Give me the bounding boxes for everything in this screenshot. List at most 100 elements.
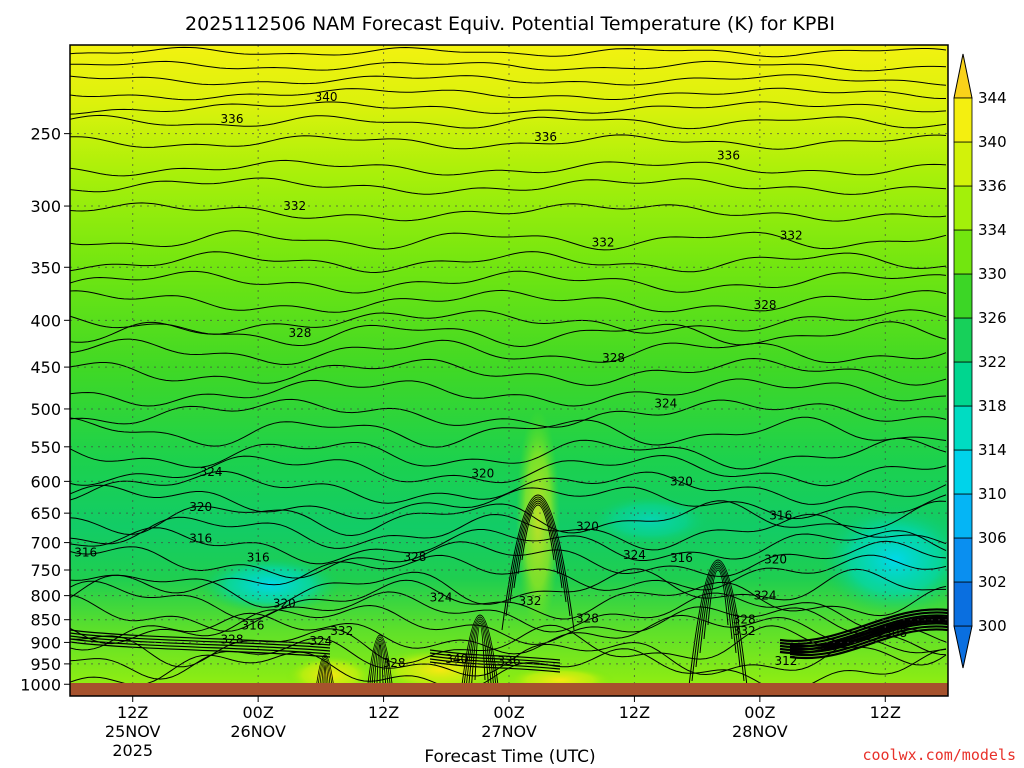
plume-contour bbox=[707, 569, 729, 626]
x-tick-label: 12Z bbox=[870, 703, 901, 722]
contour-value-label: 332 bbox=[330, 624, 353, 638]
plume-contour bbox=[501, 494, 575, 631]
contour-value-label: 324 bbox=[430, 591, 453, 605]
y-tick-label: 1000 bbox=[20, 675, 61, 694]
frontal-contour bbox=[429, 649, 561, 661]
contour-value-label: 324 bbox=[623, 548, 646, 562]
y-tick-label: 950 bbox=[30, 655, 61, 674]
contour-value-label: 328 bbox=[403, 550, 426, 564]
contour-value-label: 340 bbox=[445, 652, 468, 666]
credit-link[interactable]: coolwx.com/models bbox=[862, 746, 1016, 764]
frontal-contour bbox=[70, 641, 331, 658]
contour-line bbox=[70, 202, 947, 222]
contour-value-label: 332 bbox=[283, 199, 306, 213]
colorbar-swatch bbox=[953, 581, 973, 627]
contour-value-label: 324 bbox=[654, 396, 677, 410]
frontal-contour bbox=[779, 611, 948, 646]
colorbar-label: 344 bbox=[978, 89, 1007, 107]
contour-lines bbox=[70, 46, 948, 696]
colorbar: 300 302 306 310 314 318 322 326 330 334 336 340 344 bbox=[953, 53, 1007, 669]
contour-line bbox=[70, 527, 947, 565]
contour-line bbox=[70, 230, 947, 251]
contour-line bbox=[70, 378, 947, 407]
contour-line bbox=[70, 484, 947, 520]
x-tick-label: 28NOV bbox=[732, 722, 788, 741]
colorbar-swatch bbox=[953, 273, 973, 319]
gridlines bbox=[70, 45, 948, 683]
y-tick-label: 850 bbox=[30, 611, 61, 630]
plume-contour bbox=[467, 620, 493, 696]
colorbar-swatch bbox=[953, 537, 973, 583]
y-tick-label: 450 bbox=[30, 358, 61, 377]
colorbar-swatch bbox=[953, 141, 973, 187]
colorbar-label: 300 bbox=[978, 617, 1007, 635]
yellow-pocket-lower-center bbox=[370, 648, 510, 692]
contour-value-label: 336 bbox=[717, 148, 740, 162]
y-tick-label: 500 bbox=[30, 400, 61, 419]
contour-value-label: 316 bbox=[189, 532, 212, 546]
plume-contour bbox=[314, 654, 336, 696]
y-tick-label: 800 bbox=[30, 587, 61, 606]
colorbar-swatch bbox=[953, 449, 973, 495]
contour-line bbox=[70, 87, 946, 101]
x-tick-label: 12Z bbox=[117, 703, 148, 722]
colorbar-label: 310 bbox=[978, 485, 1007, 503]
contour-value-label: 320 bbox=[576, 519, 599, 533]
x-tick-label: 27NOV bbox=[481, 722, 537, 741]
colorbar-label: 340 bbox=[978, 133, 1007, 151]
plume-contour bbox=[509, 498, 567, 603]
contour-value-label: 328 bbox=[221, 632, 244, 646]
frontal-contour bbox=[429, 655, 561, 667]
contour-value-label: 324 bbox=[200, 465, 223, 479]
colorbar-label: 330 bbox=[978, 265, 1007, 283]
contour-line bbox=[70, 289, 947, 313]
colorbar-swatch bbox=[953, 405, 973, 451]
contour-value-label: 320 bbox=[670, 474, 693, 488]
colorbar-swatch bbox=[953, 97, 973, 143]
plume-contour bbox=[505, 496, 571, 617]
frontal-contour bbox=[70, 635, 331, 652]
contour-value-label: 316 bbox=[247, 551, 270, 565]
colorbar-swatch bbox=[953, 185, 973, 231]
colorbar-label: 302 bbox=[978, 573, 1007, 591]
contour-line bbox=[70, 454, 947, 487]
frontal-contour bbox=[70, 629, 331, 646]
cyan-pocket-right bbox=[820, 505, 948, 615]
contour-line bbox=[70, 500, 947, 537]
frontal-contour bbox=[789, 628, 948, 660]
contour-value-label: 308 bbox=[884, 626, 907, 640]
contour-line bbox=[70, 624, 947, 668]
contour-value-label: 320 bbox=[764, 552, 787, 566]
x-tick-label: 00Z bbox=[242, 703, 273, 722]
frontal-contour bbox=[789, 625, 948, 657]
cyan-pocket-center bbox=[590, 495, 710, 545]
x-tick-label: 12Z bbox=[368, 703, 399, 722]
frontal-contour bbox=[429, 652, 561, 664]
contour-value-label: 316 bbox=[769, 509, 792, 523]
colorbar-top-arrow bbox=[953, 53, 973, 99]
contour-line bbox=[70, 159, 947, 177]
colorbar-swatch bbox=[953, 361, 973, 407]
frontal-contour bbox=[789, 616, 948, 648]
contour-value-label: 320 bbox=[471, 466, 494, 480]
contour-line bbox=[70, 114, 947, 130]
plume-contour bbox=[513, 500, 563, 589]
y-tick-label: 400 bbox=[30, 311, 61, 330]
frontal-contour bbox=[789, 619, 948, 651]
plume-contour bbox=[366, 634, 394, 696]
y-tick-label: 250 bbox=[30, 125, 61, 144]
contour-value-label: 332 bbox=[592, 236, 615, 250]
contour-value-label: 316 bbox=[74, 546, 97, 560]
plume-contour bbox=[464, 618, 496, 696]
contour-line bbox=[70, 177, 947, 195]
contour-line bbox=[70, 46, 947, 58]
contour-value-label: 320 bbox=[273, 596, 296, 610]
colorbar-label: 336 bbox=[978, 177, 1007, 195]
contour-value-label: 328 bbox=[383, 656, 406, 670]
x-tick-label: 00Z bbox=[744, 703, 775, 722]
y-tick-label: 900 bbox=[30, 633, 61, 652]
x-tick-label: 2025 bbox=[112, 741, 153, 760]
plume-contour bbox=[699, 565, 737, 654]
